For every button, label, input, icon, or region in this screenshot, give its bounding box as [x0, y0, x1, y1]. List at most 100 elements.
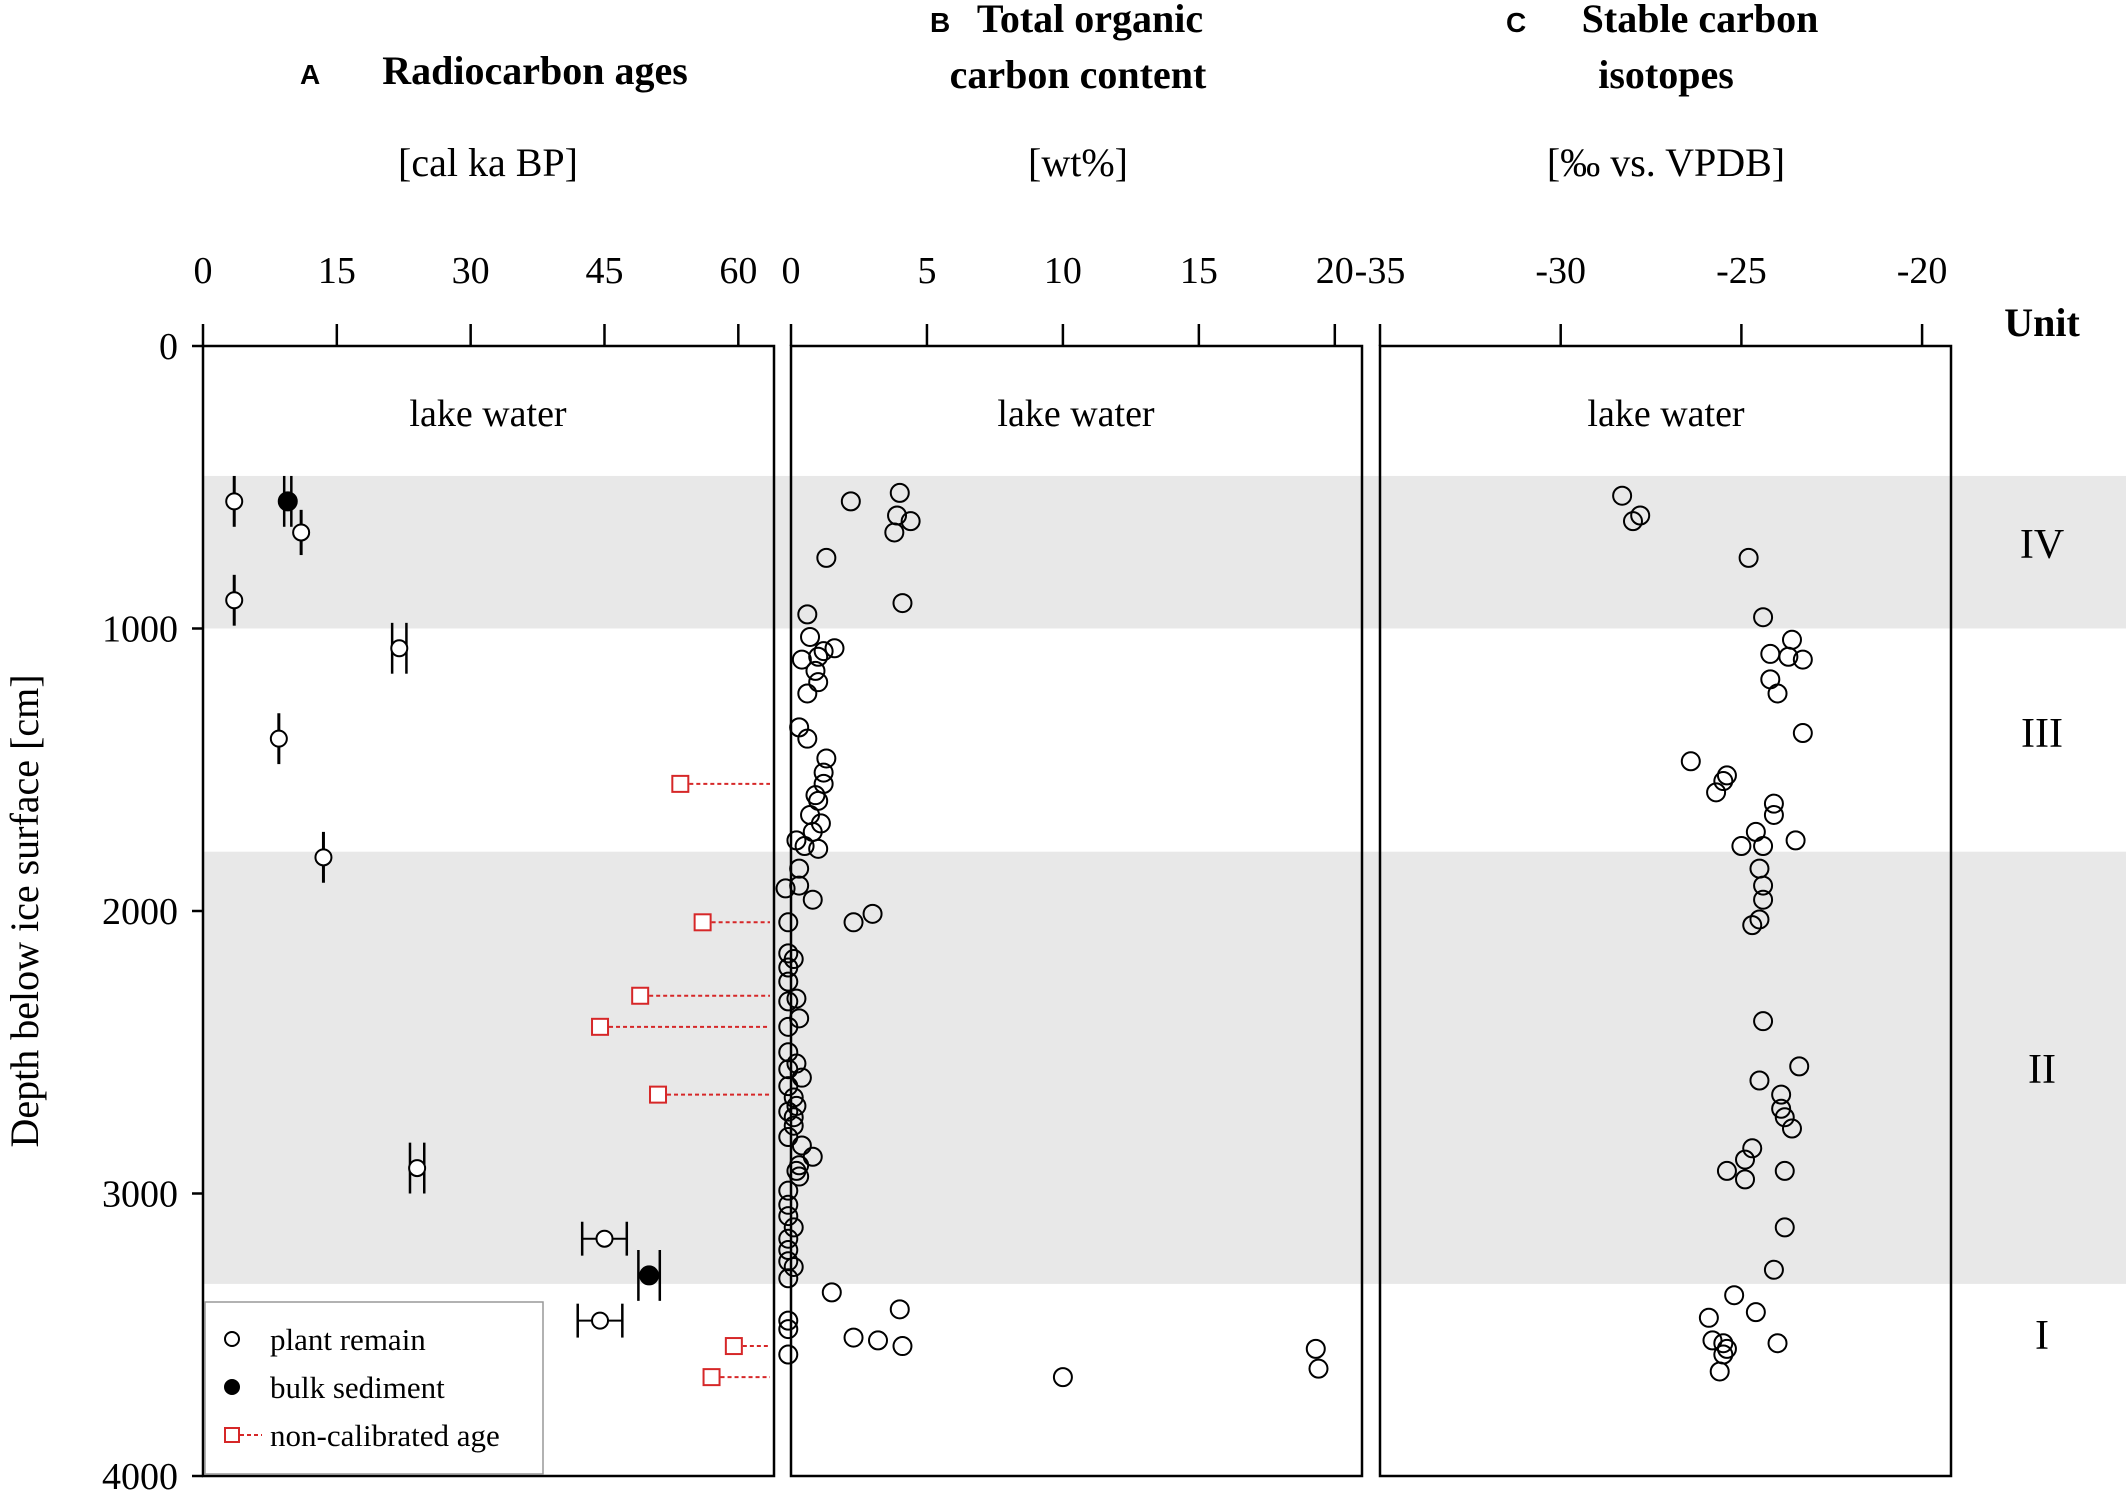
- panel-a-water-label: lake water: [409, 393, 567, 435]
- d13c-data-point: [1781, 1118, 1802, 1139]
- toc-data-point: [791, 649, 812, 670]
- toc-data-point: [797, 604, 818, 625]
- toc-data-point: [794, 836, 815, 857]
- y-axis-label: Depth below ice surface [cm]: [2, 674, 47, 1147]
- toc-data-point: [789, 875, 810, 896]
- y-tick-label: 2000: [102, 891, 178, 933]
- panel-a-x-tick-label: 45: [585, 250, 623, 292]
- toc-data-point: [840, 491, 861, 512]
- toc-data-point: [778, 1228, 799, 1249]
- panel-a-title: Radiocarbon ages: [382, 48, 688, 93]
- legend-non-calibrated-label: non-calibrated age: [270, 1418, 500, 1453]
- plant-remain-point: [314, 848, 333, 867]
- bulk-sediment-point: [639, 1265, 660, 1286]
- unit-label-IV: IV: [2020, 522, 2064, 568]
- d13c-data-point: [1753, 1011, 1774, 1032]
- panel-c-unit: [‰ vs. VPDB]: [1547, 140, 1785, 185]
- toc-data-point: [797, 728, 818, 749]
- toc-data-point: [816, 547, 837, 568]
- panel-c-letter: C: [1506, 7, 1526, 38]
- plant-remain-point: [390, 639, 409, 658]
- unit-column-header: Unit: [2004, 300, 2080, 345]
- toc-data-point: [778, 1251, 799, 1272]
- toc-data-point: [778, 1206, 799, 1227]
- legend-plant-remain-label: plant remain: [270, 1322, 426, 1357]
- panel-b-x-tick-label: 5: [917, 250, 936, 292]
- d13c-data-point: [1749, 1070, 1770, 1091]
- unit-band-IV: [203, 475, 2126, 629]
- toc-data-point: [778, 1016, 799, 1037]
- d13c-data-point: [1753, 889, 1774, 910]
- toc-data-point: [783, 1217, 804, 1238]
- unit-band-II: [203, 851, 2126, 1284]
- d13c-data-point: [1753, 607, 1774, 628]
- d13c-data-point: [1742, 915, 1763, 936]
- d13c-data-point: [1763, 793, 1784, 814]
- d13c-data-point: [1716, 1338, 1737, 1359]
- d13c-data-point: [1630, 505, 1651, 526]
- toc-data-point: [802, 889, 823, 910]
- toc-data-point: [786, 988, 807, 1009]
- d13c-data-point: [1731, 836, 1752, 857]
- toc-data-point: [778, 991, 799, 1012]
- toc-data-point: [778, 1194, 799, 1215]
- d13c-data-point: [1735, 1169, 1756, 1190]
- d13c-data-point: [1774, 1107, 1795, 1128]
- panel-a-x-tick-label: 30: [452, 250, 490, 292]
- toc-data-point: [805, 660, 826, 681]
- toc-data-point: [808, 672, 829, 693]
- d13c-data-point: [1774, 1160, 1795, 1181]
- toc-data-point: [808, 646, 829, 667]
- d13c-data-point: [1778, 646, 1799, 667]
- panel-c-x-tick-label: -25: [1716, 250, 1767, 292]
- non-calibrated-age-point: [591, 1017, 610, 1036]
- toc-data-point: [789, 858, 810, 879]
- panel-c-x-tick-label: -20: [1897, 250, 1948, 292]
- y-tick-label: 4000: [102, 1456, 178, 1492]
- d13c-data-point: [1789, 1056, 1810, 1077]
- toc-data-point: [813, 762, 834, 783]
- toc-data-point: [778, 1180, 799, 1201]
- panel-a-x-tick-label: 15: [318, 250, 356, 292]
- panel-b-x-tick-label: 20: [1316, 250, 1354, 292]
- y-tick-label: 0: [159, 326, 178, 368]
- toc-data-point: [892, 593, 913, 614]
- d13c-data-point: [1713, 771, 1734, 792]
- toc-data-point: [778, 1076, 799, 1097]
- toc-data-point: [862, 903, 883, 924]
- legend-plant-remain-symbol: [224, 1331, 240, 1347]
- d13c-data-point: [1771, 1084, 1792, 1105]
- panel-b-x-tick-label: 0: [782, 250, 801, 292]
- panel-a-x-tick-label: 0: [194, 250, 213, 292]
- toc-data-point: [843, 1327, 864, 1348]
- d13c-data-point: [1716, 765, 1737, 786]
- marks-layer: [225, 475, 1813, 1388]
- toc-data-point: [778, 1319, 799, 1340]
- panel-b-frame: [789, 344, 1364, 1478]
- non-calibrated-age-point: [724, 1337, 743, 1356]
- toc-data-point: [783, 1256, 804, 1277]
- toc-data-point: [800, 626, 821, 647]
- d13c-data-point: [1738, 547, 1759, 568]
- d13c-data-point: [1767, 683, 1788, 704]
- d13c-data-point: [1774, 1217, 1795, 1238]
- toc-data-point: [889, 1299, 910, 1320]
- d13c-data-point: [1792, 723, 1813, 744]
- panel-b-title-line-1: Total organic: [977, 0, 1203, 41]
- panel-c-x-tick-label: -35: [1355, 250, 1406, 292]
- d13c-data-point: [1781, 629, 1802, 650]
- d13c-data-point: [1698, 1307, 1719, 1328]
- non-calibrated-age-point: [702, 1368, 721, 1387]
- panel-b-water-label: lake water: [997, 393, 1155, 435]
- toc-data-point: [1308, 1358, 1329, 1379]
- panel-a-x-tick-label: 60: [719, 250, 757, 292]
- non-calibrated-age-point: [693, 913, 712, 932]
- d13c-data-point: [1724, 1285, 1745, 1306]
- d13c-data-point: [1767, 1333, 1788, 1354]
- d13c-data-point: [1753, 875, 1774, 896]
- panel-c-title-line-1: Stable carbon: [1582, 0, 1819, 41]
- toc-data-point: [778, 1268, 799, 1289]
- legend-bulk-sediment-label: bulk sediment: [270, 1370, 445, 1405]
- toc-data-point: [892, 1336, 913, 1357]
- d13c-data-point: [1745, 821, 1766, 842]
